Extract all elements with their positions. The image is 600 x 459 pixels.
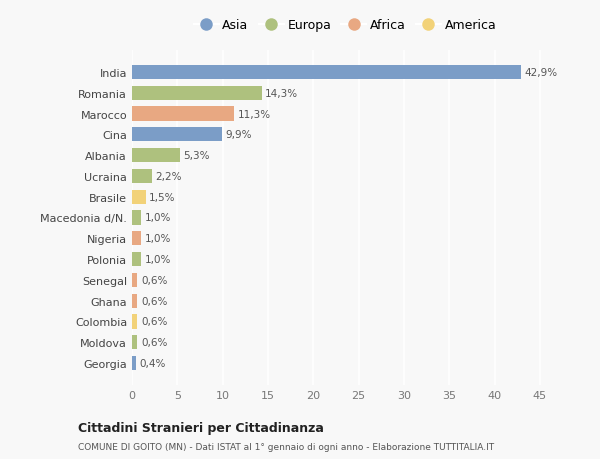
Text: 1,0%: 1,0% (145, 213, 171, 223)
Bar (132, 294, 137, 308)
Bar (132, 336, 137, 350)
Text: Cittadini Stranieri per Cittadinanza: Cittadini Stranieri per Cittadinanza (78, 421, 324, 434)
Bar (132, 149, 180, 163)
Bar (132, 107, 235, 121)
Text: 1,5%: 1,5% (149, 192, 176, 202)
Bar (132, 190, 146, 204)
Text: 14,3%: 14,3% (265, 89, 298, 99)
Text: 1,0%: 1,0% (145, 255, 171, 264)
Text: 0,4%: 0,4% (139, 358, 166, 368)
Bar (132, 356, 136, 370)
Bar (132, 252, 141, 267)
Bar (132, 128, 222, 142)
Bar (132, 66, 521, 80)
Text: 0,6%: 0,6% (141, 317, 167, 327)
Text: 0,6%: 0,6% (141, 337, 167, 347)
Bar (132, 232, 141, 246)
Text: 0,6%: 0,6% (141, 296, 167, 306)
Text: 2,2%: 2,2% (155, 172, 182, 181)
Legend: Asia, Europa, Africa, America: Asia, Europa, Africa, America (191, 17, 499, 34)
Bar (132, 169, 152, 184)
Bar (132, 211, 141, 225)
Text: 9,9%: 9,9% (226, 130, 252, 140)
Bar (132, 315, 137, 329)
Text: COMUNE DI GOITO (MN) - Dati ISTAT al 1° gennaio di ogni anno - Elaborazione TUTT: COMUNE DI GOITO (MN) - Dati ISTAT al 1° … (78, 442, 494, 451)
Text: 5,3%: 5,3% (184, 151, 210, 161)
Text: 1,0%: 1,0% (145, 234, 171, 244)
Bar (132, 86, 262, 101)
Text: 11,3%: 11,3% (238, 109, 271, 119)
Bar (132, 273, 137, 287)
Text: 0,6%: 0,6% (141, 275, 167, 285)
Text: 42,9%: 42,9% (524, 68, 557, 78)
